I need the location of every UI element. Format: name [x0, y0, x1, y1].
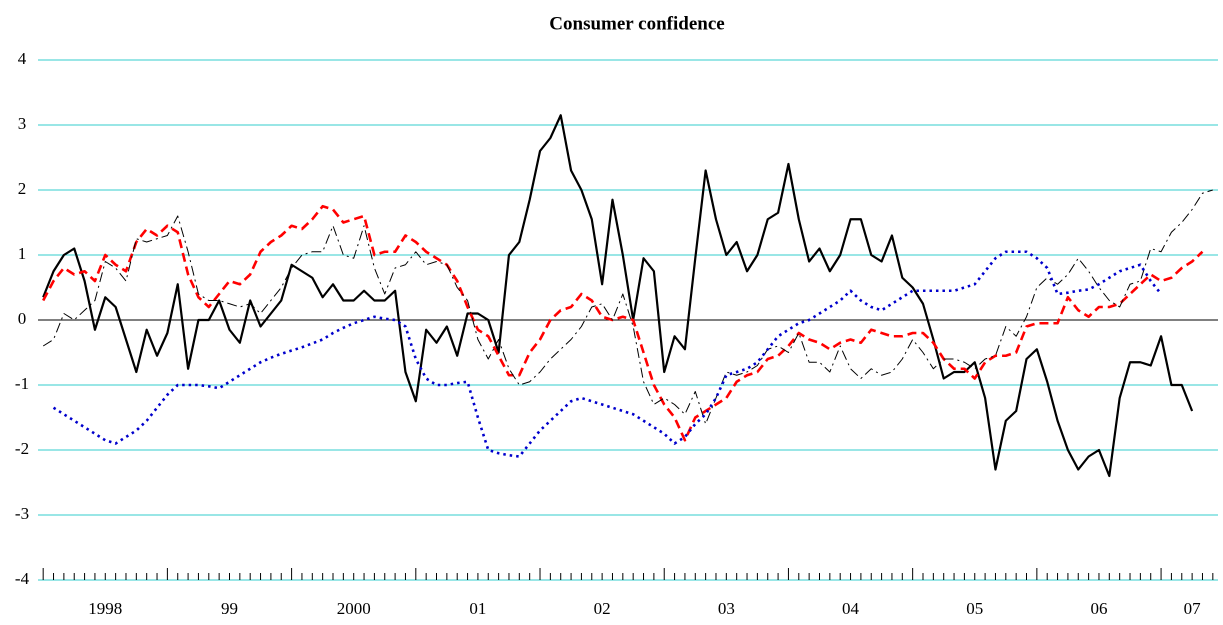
- y-tick-label: -2: [15, 439, 29, 458]
- chart-title: Consumer confidence: [549, 13, 724, 34]
- y-tick-label: -4: [15, 569, 30, 588]
- x-tick-label: 05: [966, 599, 983, 618]
- y-tick-label: 3: [18, 114, 27, 133]
- x-tick-label: 06: [1090, 599, 1107, 618]
- x-tick-label: 99: [221, 599, 238, 618]
- series-line: [42, 204, 1204, 442]
- y-tick-label: -3: [15, 504, 29, 523]
- x-tick-label: 01: [469, 599, 486, 618]
- x-tick-label: 02: [594, 599, 611, 618]
- x-tick-label: 1998: [88, 599, 122, 618]
- y-tick-label: 0: [18, 309, 27, 328]
- series-line: [42, 189, 1213, 425]
- x-tick-label: 04: [842, 599, 860, 618]
- y-tick-label: 2: [18, 179, 27, 198]
- x-tick-label: 07: [1184, 599, 1202, 618]
- y-tick-label: 1: [18, 244, 27, 263]
- y-tick-label: -1: [15, 374, 29, 393]
- y-tick-label: 4: [18, 49, 27, 68]
- series-line: [42, 114, 1194, 478]
- series-line: [52, 250, 1163, 458]
- x-tick-label: 2000: [337, 599, 371, 618]
- x-tick-label: 03: [718, 599, 735, 618]
